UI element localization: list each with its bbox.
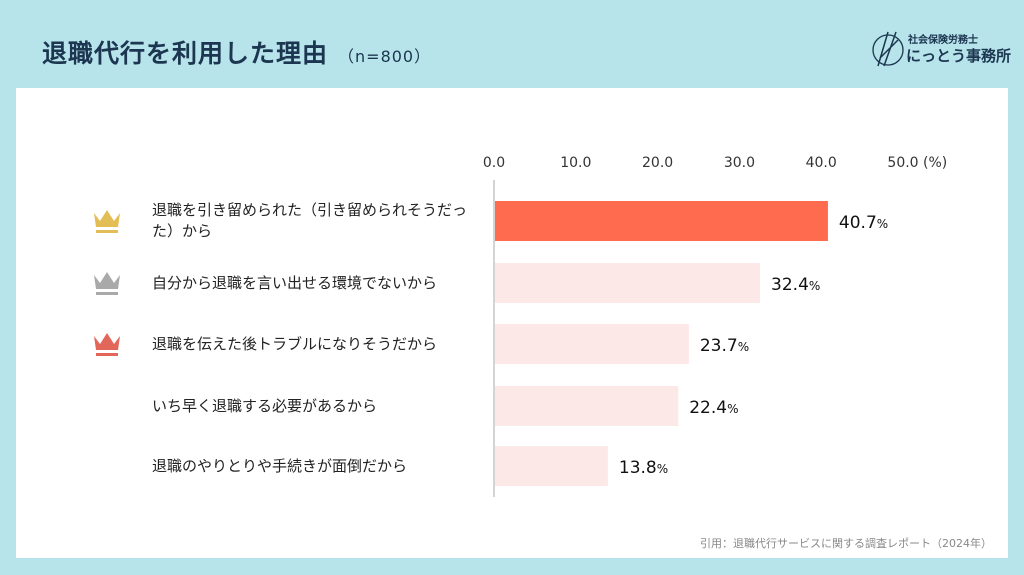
bronze-crown-icon <box>94 333 120 356</box>
x-tick-label: 50.0 <box>887 155 918 171</box>
x-tick-label: 0.0 <box>483 155 505 171</box>
bar <box>495 263 761 303</box>
category-label: いち早く退職する必要があるから <box>152 396 378 415</box>
data-label: 40.7% <box>839 213 888 233</box>
x-tick-label: 20.0 <box>642 155 673 171</box>
logo: 社会保険労務士 にっとう事務所 <box>872 28 1012 72</box>
subtitle: （n=800） <box>338 47 432 66</box>
axis-unit: (%) <box>923 155 947 171</box>
citation: 引用：退職代行サービスに関する調査レポート（2024年） <box>700 537 992 550</box>
data-label: 22.4% <box>689 398 738 418</box>
data-label: 23.7% <box>700 336 749 356</box>
silver-crown-icon <box>94 272 120 295</box>
category-label: 自分から退職を言い出せる環境でないから <box>152 273 438 292</box>
bar <box>495 201 828 241</box>
bar <box>495 386 679 426</box>
bar <box>495 446 608 486</box>
logo-line1: 社会保険労務士 <box>908 35 978 46</box>
title-text: 退職代行を利用した理由 <box>42 39 329 68</box>
x-tick-label: 10.0 <box>560 155 591 171</box>
page-title: 退職代行を利用した理由 （n=800） <box>42 34 431 70</box>
category-label: 退職を伝えた後トラブルになりそうだから <box>152 334 438 353</box>
x-tick-label: 30.0 <box>724 155 755 171</box>
category-label: 退職のやりとりや手続きが面倒だから <box>152 456 408 475</box>
bar <box>495 324 689 364</box>
data-label: 13.8% <box>619 458 668 478</box>
data-label: 32.4% <box>771 275 820 295</box>
category-label: 退職を引き留められた（引き留められそうだった）から <box>152 201 468 240</box>
x-tick-label: 40.0 <box>806 155 837 171</box>
gold-crown-icon <box>94 210 120 233</box>
logo-mark-icon <box>872 31 904 67</box>
logo-line2: にっとう事務所 <box>906 47 1012 65</box>
